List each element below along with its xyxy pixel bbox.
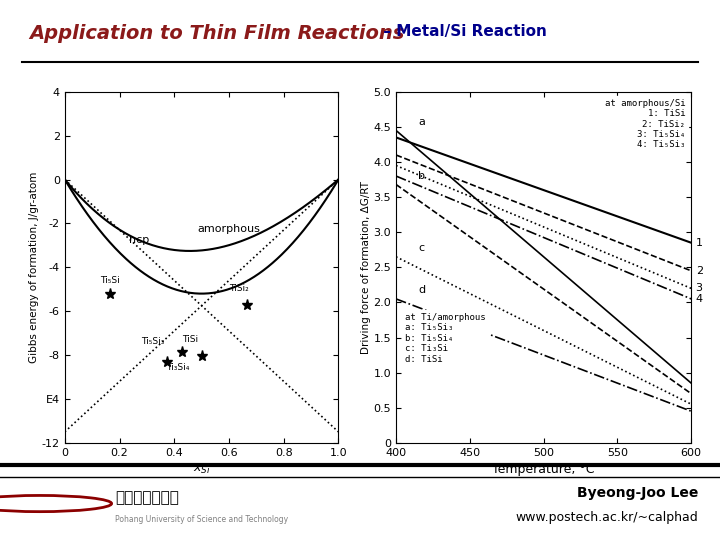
Text: d: d — [418, 285, 426, 295]
Text: at amorphous/Si
1: TiSi
2: TiSi₂
3: Ti₅Si₄
4: Ti₅Si₃: at amorphous/Si 1: TiSi 2: TiSi₂ 3: Ti₅S… — [605, 99, 685, 150]
Text: Application to Thin Film Reactions: Application to Thin Film Reactions — [29, 24, 404, 43]
Text: 3: 3 — [696, 284, 703, 293]
Text: 포항공과대학교: 포항공과대학교 — [115, 490, 179, 505]
Text: b: b — [418, 171, 425, 181]
Text: Ti₅Si: Ti₅Si — [100, 275, 120, 285]
Text: a: a — [418, 117, 425, 127]
Text: 4: 4 — [696, 294, 703, 304]
Text: 1: 1 — [696, 238, 703, 248]
Text: c: c — [418, 243, 424, 253]
Text: TiSi: TiSi — [182, 335, 199, 344]
Text: Ti₅Si₃: Ti₅Si₃ — [141, 337, 165, 346]
Text: Byeong-Joo Lee: Byeong-Joo Lee — [577, 486, 698, 500]
Y-axis label: Gibbs energy of formation, J/gr-atom: Gibbs energy of formation, J/gr-atom — [29, 172, 39, 363]
Text: Ti₃Si₄: Ti₃Si₄ — [166, 363, 189, 373]
Text: at Ti/amorphous
a: Ti₅Si₃
b: Ti₅Si₄
c: Ti₃Si
d: TiSi: at Ti/amorphous a: Ti₅Si₃ b: Ti₅Si₄ c: T… — [405, 313, 485, 363]
X-axis label: Temperature, °C: Temperature, °C — [492, 463, 595, 476]
Text: – Metal/Si Reaction: – Metal/Si Reaction — [378, 24, 547, 39]
Y-axis label: Driving force of formation, ΔG/RT: Driving force of formation, ΔG/RT — [361, 181, 371, 354]
X-axis label: $x_{Si}$: $x_{Si}$ — [193, 463, 210, 476]
Text: Pohang University of Science and Technology: Pohang University of Science and Technol… — [115, 515, 288, 524]
Text: 2: 2 — [696, 266, 703, 276]
Text: www.postech.ac.kr/~calphad: www.postech.ac.kr/~calphad — [516, 511, 698, 524]
Text: hcp: hcp — [129, 235, 149, 245]
Text: amorphous: amorphous — [197, 224, 261, 234]
Text: TiSi₂: TiSi₂ — [229, 285, 248, 293]
